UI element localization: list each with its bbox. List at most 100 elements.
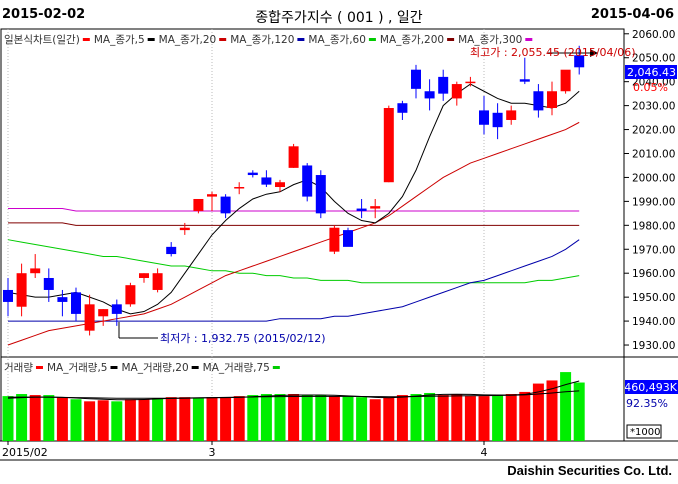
legend-label: 일본식차트(일간) (4, 33, 80, 46)
candle-body (574, 55, 585, 68)
candle-body (560, 69, 571, 92)
candle-body (397, 103, 408, 113)
candle-body (71, 292, 81, 314)
volume-bar (437, 395, 449, 441)
volume-bar (165, 397, 177, 441)
candle-body (424, 91, 435, 99)
candle-body (57, 297, 68, 302)
volume-bar (84, 401, 96, 441)
candle-body (207, 194, 217, 197)
volume-bar (410, 394, 422, 441)
y-tick-label: 1930.00 (632, 340, 675, 352)
candle-body (193, 198, 204, 211)
volume-bar (369, 399, 381, 441)
candle-body (492, 112, 503, 128)
volume-bar (301, 395, 313, 441)
candle-body (84, 304, 95, 331)
legend-label: MA_종가,5 (94, 34, 145, 46)
y-tick-label: 2040.00 (632, 77, 675, 89)
candle-body (261, 177, 272, 185)
volume-bar (220, 397, 232, 441)
candle-body (220, 196, 231, 214)
candle-body (533, 91, 544, 111)
legend-swatch (525, 38, 533, 41)
candle-body (465, 81, 476, 84)
candle-body (356, 208, 367, 211)
volume-bar (70, 399, 82, 441)
y-tick-label: 1980.00 (632, 220, 675, 232)
candle-body (329, 227, 340, 252)
volume-bar (233, 396, 245, 441)
volume-bar (546, 380, 558, 441)
candle-body (506, 110, 517, 120)
last-volume: 460,493K (624, 381, 677, 394)
legend-label: MA_종가,300 (458, 34, 522, 46)
candle-body (98, 309, 109, 317)
high-label: 최고가 : 2,055.45 (2015/04/06) (470, 46, 636, 59)
chart-title: 종합주가지수 ( 001 ) , 일간 (255, 10, 423, 26)
legend-label: 거래량 (4, 362, 33, 374)
candle-body (179, 227, 190, 231)
candle-body (438, 76, 449, 94)
y-tick-label: 2020.00 (632, 125, 675, 137)
last-volume-pct: 92.35% (626, 397, 668, 410)
legend-swatch (219, 38, 227, 41)
volume-bar (16, 394, 28, 441)
legend-swatch (191, 366, 199, 369)
y-tick-label: 1970.00 (632, 244, 675, 256)
volume-bar (519, 391, 531, 441)
last-price-box (625, 65, 677, 79)
volume-bar (288, 394, 300, 441)
candle-body (234, 187, 245, 189)
volume-bar (424, 392, 436, 441)
volume-bar (451, 394, 463, 441)
change-pct: 0.05% (633, 81, 668, 94)
last-price: 2,046.43 (627, 66, 676, 79)
footer-company: Daishin Securities Co. Ltd. (507, 463, 672, 478)
candle-body (111, 304, 122, 314)
candle-body (383, 108, 394, 183)
legend-label: MA_종가,60 (308, 34, 366, 46)
volume-bar (138, 399, 150, 441)
candle-body (3, 289, 13, 302)
volume-bar (192, 398, 204, 441)
legend-label: MA_거래량,75 (203, 362, 270, 374)
volume-unit: *1000 (630, 427, 660, 438)
vol-ma5-line (7, 380, 580, 401)
volume-bar (315, 395, 327, 441)
volume-bar (560, 372, 572, 441)
candle-body (43, 277, 54, 290)
volume-bar (260, 394, 272, 441)
y-tick-label: 1950.00 (632, 292, 675, 304)
candle-body (479, 110, 489, 125)
ma300-line (8, 208, 580, 212)
candle-body (139, 273, 149, 278)
volume-bar (43, 395, 55, 441)
legend-swatch (110, 366, 118, 369)
candle-body (275, 182, 285, 188)
volume-bar (356, 397, 368, 441)
candle-body (343, 230, 353, 247)
start-date: 2015-02-02 (2, 7, 86, 22)
candle-body (247, 172, 258, 176)
volume-bar (396, 395, 408, 441)
candle-body (30, 268, 41, 274)
y-tick-label: 2050.00 (632, 53, 675, 65)
y-tick-label: 1940.00 (632, 316, 675, 328)
volume-bar (29, 395, 41, 441)
volume-bar (573, 382, 585, 441)
legend-swatch (297, 38, 305, 41)
candle-body (451, 84, 462, 99)
legend-swatch (35, 366, 43, 369)
y-tick-label: 1960.00 (632, 268, 675, 280)
ma60-line (7, 239, 580, 284)
volume-bar (492, 395, 504, 441)
vol-ma20-line (8, 390, 580, 399)
y-tick-label: 2010.00 (632, 148, 675, 160)
volume-bar (111, 401, 123, 441)
low-label: 최저가 : 1,932.75 (2015/02/12) (160, 332, 326, 345)
legend-label: MA_종가,120 (230, 34, 294, 46)
candle-body (125, 285, 136, 305)
legend-label: MA_거래량,5 (47, 362, 108, 374)
